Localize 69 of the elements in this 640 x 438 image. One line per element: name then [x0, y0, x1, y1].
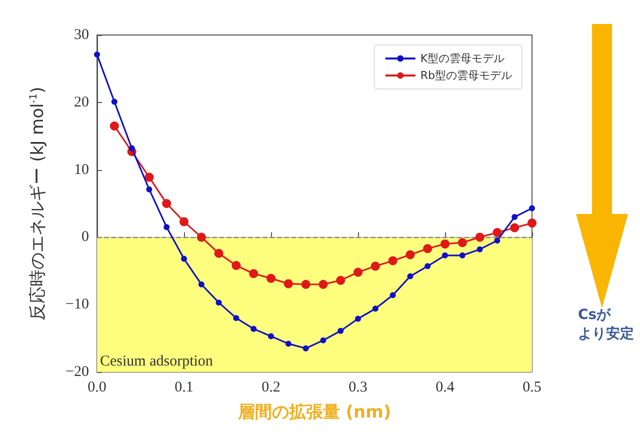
point [424, 263, 431, 270]
point [338, 328, 344, 334]
point [216, 300, 222, 306]
point [249, 269, 258, 278]
x-tick-label: 0.3 [348, 380, 368, 396]
point [318, 280, 328, 289]
point [110, 121, 119, 130]
point [232, 261, 241, 270]
point [144, 172, 154, 182]
x-axis-title: 層間の拡張量 (nm) [236, 402, 392, 422]
point [302, 345, 309, 352]
x-tick-label: 0.1 [174, 380, 194, 396]
point [355, 316, 361, 322]
point [390, 292, 396, 298]
point [440, 239, 450, 248]
y-tick-label: 20 [74, 94, 89, 110]
point [336, 276, 346, 285]
y-tick-label: 10 [74, 162, 89, 178]
y-tick-label: 30 [74, 27, 89, 43]
point [180, 217, 188, 226]
point [162, 199, 172, 208]
point [475, 232, 484, 242]
point [423, 244, 432, 254]
x-tick-label: 0.2 [262, 380, 280, 396]
point [494, 238, 500, 244]
legend-label: Rb型の雲母モデル [420, 69, 512, 82]
point [284, 279, 293, 288]
point [196, 232, 206, 242]
point [529, 205, 535, 212]
text: Csが [578, 307, 612, 323]
point [111, 98, 118, 105]
point [146, 186, 152, 192]
point [407, 273, 414, 280]
band-label: Cesium adsorption [100, 354, 214, 370]
point [459, 252, 466, 258]
point [372, 306, 378, 312]
text: より安定 [578, 325, 634, 342]
y-axis-title: 反応時のエネルギー (kJ mol-1) [28, 86, 48, 320]
point [492, 228, 502, 237]
x-tick-label: 0.5 [522, 380, 542, 396]
y-tick-label: −10 [66, 296, 89, 313]
legend-label: K型の雲母モデル [420, 52, 505, 65]
point [94, 52, 100, 58]
point [285, 340, 292, 347]
point [266, 274, 276, 283]
point [320, 337, 326, 344]
point [406, 250, 415, 260]
point [528, 218, 536, 228]
point [268, 333, 274, 340]
point [198, 281, 204, 288]
point [301, 280, 310, 289]
point [250, 326, 257, 332]
point [458, 238, 467, 248]
y-tick-label: −20 [66, 364, 89, 380]
point [214, 248, 224, 258]
point [388, 256, 398, 266]
point [354, 268, 362, 277]
point [181, 256, 187, 262]
point [442, 252, 448, 258]
point [128, 145, 135, 152]
x-tick-label: 0.0 [88, 380, 106, 396]
y-tick-label: 0 [82, 229, 89, 246]
point [164, 224, 170, 230]
point [370, 262, 380, 271]
x-tick-label: 0.4 [436, 380, 455, 396]
point [233, 315, 240, 322]
point [476, 246, 483, 252]
point [512, 214, 518, 220]
point [510, 223, 520, 232]
